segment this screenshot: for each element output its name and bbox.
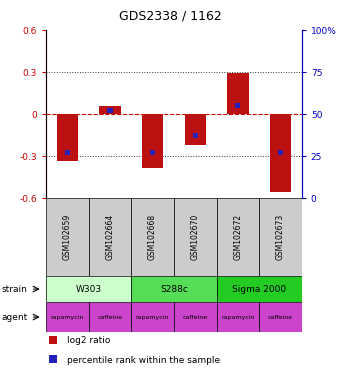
Bar bbox=[259, 198, 302, 276]
Bar bbox=[49, 336, 57, 344]
Bar bbox=[184, 114, 206, 145]
Text: Sigma 2000: Sigma 2000 bbox=[232, 285, 286, 294]
Bar bbox=[89, 302, 131, 332]
Text: rapamycin: rapamycin bbox=[221, 314, 255, 319]
Bar bbox=[217, 276, 302, 302]
Text: log2 ratio: log2 ratio bbox=[67, 336, 110, 345]
Bar bbox=[107, 108, 113, 113]
Text: GSM102664: GSM102664 bbox=[105, 214, 115, 260]
Text: GSM102668: GSM102668 bbox=[148, 214, 157, 260]
Bar bbox=[227, 73, 249, 114]
Text: caffeine: caffeine bbox=[268, 314, 293, 319]
Text: S288c: S288c bbox=[160, 285, 188, 294]
Text: strain: strain bbox=[2, 285, 28, 294]
Text: GSM102659: GSM102659 bbox=[63, 214, 72, 260]
Bar bbox=[270, 114, 291, 192]
Bar bbox=[150, 150, 155, 155]
Text: caffeine: caffeine bbox=[183, 314, 208, 319]
Text: rapamycin: rapamycin bbox=[50, 314, 84, 319]
Bar bbox=[174, 198, 217, 276]
Bar bbox=[131, 302, 174, 332]
Bar bbox=[131, 198, 174, 276]
Bar bbox=[142, 114, 163, 168]
Text: W303: W303 bbox=[76, 285, 102, 294]
Text: rapamycin: rapamycin bbox=[136, 314, 169, 319]
Bar bbox=[174, 302, 217, 332]
Text: percentile rank within the sample: percentile rank within the sample bbox=[67, 356, 220, 364]
Bar bbox=[259, 302, 302, 332]
Text: GDS2338 / 1162: GDS2338 / 1162 bbox=[119, 10, 222, 23]
Bar bbox=[99, 106, 121, 114]
Bar bbox=[57, 114, 78, 161]
Bar bbox=[235, 103, 240, 108]
Text: GSM102670: GSM102670 bbox=[191, 214, 200, 260]
Bar bbox=[278, 150, 283, 155]
Bar bbox=[131, 276, 217, 302]
Bar bbox=[89, 198, 131, 276]
Bar bbox=[46, 276, 131, 302]
Text: GSM102672: GSM102672 bbox=[233, 214, 242, 260]
Bar bbox=[217, 198, 259, 276]
Text: agent: agent bbox=[2, 313, 28, 321]
Bar bbox=[217, 302, 259, 332]
Bar bbox=[49, 355, 57, 363]
Text: GSM102673: GSM102673 bbox=[276, 214, 285, 260]
Text: caffeine: caffeine bbox=[98, 314, 122, 319]
Bar bbox=[46, 198, 89, 276]
Bar bbox=[46, 302, 89, 332]
Bar bbox=[65, 150, 70, 155]
Bar bbox=[193, 133, 198, 139]
